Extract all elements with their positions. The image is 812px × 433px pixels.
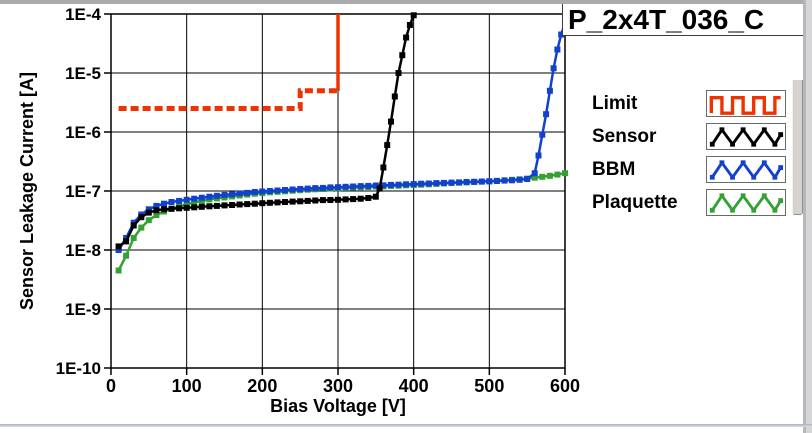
legend-label-sensor: Sensor — [592, 125, 657, 147]
plot-title: P_2x4T_036_C — [562, 3, 807, 36]
svg-text:1E-5: 1E-5 — [65, 64, 101, 83]
legend-row-bbm[interactable]: BBM — [592, 153, 786, 186]
svg-text:1E-4: 1E-4 — [65, 5, 101, 24]
panel-bottom-divider — [0, 424, 812, 427]
svg-text:Bias Voltage [V]: Bias Voltage [V] — [270, 396, 406, 416]
svg-text:1E-8: 1E-8 — [65, 241, 101, 260]
legend-label-bbm: BBM — [592, 158, 636, 180]
svg-text:100: 100 — [172, 376, 202, 396]
legend-label-plaquette: Plaquette — [592, 191, 678, 213]
svg-text:1E-10: 1E-10 — [56, 359, 101, 378]
svg-text:500: 500 — [474, 376, 504, 396]
svg-text:1E-9: 1E-9 — [65, 300, 101, 319]
svg-text:400: 400 — [399, 376, 429, 396]
legend-scrollbar[interactable] — [792, 80, 803, 215]
chart-legend: Limit Sensor BBM Plaquette — [592, 87, 786, 219]
legend-sample-plaquette-icon[interactable] — [706, 189, 786, 216]
panel-border-top — [0, 0, 812, 4]
svg-text:1E-7: 1E-7 — [65, 182, 101, 201]
svg-text:300: 300 — [323, 376, 353, 396]
legend-sample-bbm-icon[interactable] — [706, 156, 786, 183]
legend-row-sensor[interactable]: Sensor — [592, 120, 786, 153]
legend-label-limit: Limit — [592, 92, 638, 114]
svg-text:1E-6: 1E-6 — [65, 123, 101, 142]
svg-text:600: 600 — [550, 376, 580, 396]
legend-sample-sensor-icon[interactable] — [706, 123, 786, 150]
legend-row-plaquette[interactable]: Plaquette — [592, 186, 786, 219]
svg-text:200: 200 — [247, 376, 277, 396]
svg-text:0: 0 — [106, 376, 116, 396]
panel-border-right — [803, 0, 812, 433]
svg-text:Sensor Leakage Current [A]: Sensor Leakage Current [A] — [17, 72, 37, 310]
legend-row-limit[interactable]: Limit — [592, 87, 786, 120]
legend-sample-limit-icon[interactable] — [706, 90, 786, 117]
